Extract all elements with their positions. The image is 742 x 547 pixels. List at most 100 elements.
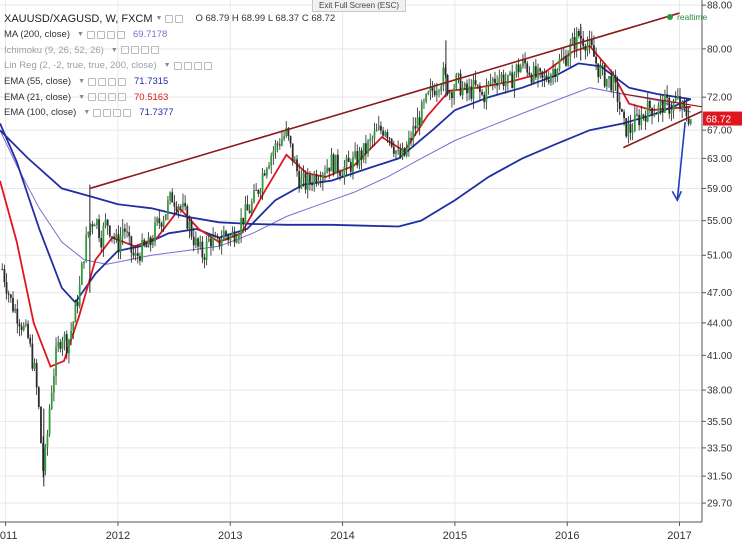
candle-body [203,257,206,260]
candle-body [689,119,692,124]
close-icon[interactable] [150,46,159,55]
candle-body [440,86,443,91]
indicator-row[interactable]: EMA (21, close) ▼ 70.5163 [4,89,335,105]
candle-body [612,74,615,91]
indicator-row[interactable]: Lin Reg (2, -2, true, true, 200, close) ▼ [4,58,335,74]
candle-body [210,238,212,247]
eye-icon[interactable] [103,108,112,117]
eye-icon[interactable] [130,46,139,55]
candle-body [132,252,135,256]
chevron-down-icon[interactable]: ▼ [155,15,163,22]
price-tick-label: 72.00 [707,93,732,104]
candle-body [646,101,649,122]
chart-legend: XAUUSD/XAGUSD, W, FXCM ▼ O 68.79 H 68.99… [4,10,335,121]
eye-icon[interactable] [98,77,106,86]
settings-icon[interactable] [88,77,96,86]
candle-body [201,241,204,258]
candle-body [354,151,357,158]
time-tick-label: 2016 [555,530,579,542]
candle-body [554,69,557,78]
candle-body [515,64,518,75]
candle-body [31,343,34,369]
price-tick-label: 63.00 [707,154,732,165]
candle-body [306,174,309,190]
chevron-down-icon[interactable]: ▼ [78,93,85,101]
candle-body [85,234,88,262]
candlesticks [1,23,692,487]
candle-body [136,253,139,257]
candle-body [188,221,191,229]
close-icon[interactable] [118,93,126,102]
price-tick-label: 31.50 [707,472,732,483]
candle-body [20,326,23,331]
indicator-value: 70.5163 [134,91,169,103]
indicator-label[interactable]: EMA (21, close) [4,91,72,103]
candle-body [240,217,242,234]
exit-fullscreen-button[interactable]: Exit Full Screen (ESC) [312,0,407,12]
candle-body [459,73,462,96]
price-tick-label: 35.50 [707,417,732,428]
candle-body [565,55,567,66]
candle-body [474,80,477,85]
candle-body [233,231,236,243]
indicator-label[interactable]: EMA (100, close) [4,107,77,119]
candle-body [119,236,122,253]
symbol-title[interactable]: XAUUSD/XAGUSD, W, FXCM [4,12,153,25]
chevron-down-icon[interactable]: ▼ [83,109,91,117]
close-icon[interactable] [116,30,125,39]
close-icon[interactable] [118,77,126,86]
candle-body [558,59,561,70]
candle-body [315,174,318,183]
close-icon[interactable] [123,108,132,117]
settings-icon[interactable] [173,61,182,70]
indicator-row[interactable]: Ichimoku (9, 26, 52, 26) ▼ [4,43,335,59]
candle-body [451,92,453,99]
candle-body [670,110,673,114]
candle-body [586,44,589,51]
candle-body [309,174,311,183]
chevron-down-icon[interactable]: ▼ [77,31,84,39]
indicator-label[interactable]: EMA (55, close) [4,76,72,88]
settings-icon[interactable] [88,93,96,102]
add-icon[interactable] [140,46,149,55]
candle-body [603,65,606,87]
eye-icon[interactable] [175,14,184,23]
settings-icon[interactable] [86,30,95,39]
candle-body [511,72,514,89]
close-icon[interactable] [203,61,212,70]
add-icon[interactable] [106,30,115,39]
indicator-row[interactable]: MA (200, close) ▼ 69.7178 [4,27,335,43]
indicator-label[interactable]: MA (200, close) [4,29,70,41]
settings-icon[interactable] [93,108,102,117]
indicator-row[interactable]: EMA (55, close) ▼ 71.7315 [4,74,335,90]
add-icon[interactable] [108,93,116,102]
candle-body [386,132,389,138]
add-icon[interactable] [108,77,116,86]
chevron-down-icon[interactable]: ▼ [78,78,85,86]
add-icon[interactable] [113,108,122,117]
add-icon[interactable] [193,61,202,70]
candle-body [584,46,587,51]
settings-icon[interactable] [120,46,129,55]
eye-icon[interactable] [98,93,106,102]
indicator-label[interactable]: Ichimoku (9, 26, 52, 26) [4,44,104,56]
candle-body [263,173,266,176]
indicator-label[interactable]: Lin Reg (2, -2, true, true, 200, close) [4,60,157,72]
candle-body [287,128,290,137]
chevron-down-icon[interactable]: ▼ [110,46,118,54]
price-tick-label: 47.00 [707,288,732,299]
candle-body [197,238,199,247]
settings-icon[interactable] [165,14,174,23]
eye-icon[interactable] [183,61,192,70]
candle-body [614,74,617,83]
chevron-down-icon[interactable]: ▼ [163,62,171,70]
eye-icon[interactable] [96,30,105,39]
candle-body [216,236,219,238]
indicator-row[interactable]: EMA (100, close) ▼ 71.7377 [4,105,335,121]
price-axis[interactable]: 29.70 31.50 33.50 35.50 38.00 41.00 44.00 47.00… [701,0,742,547]
candle-body [246,204,249,211]
candle-body [147,237,150,248]
